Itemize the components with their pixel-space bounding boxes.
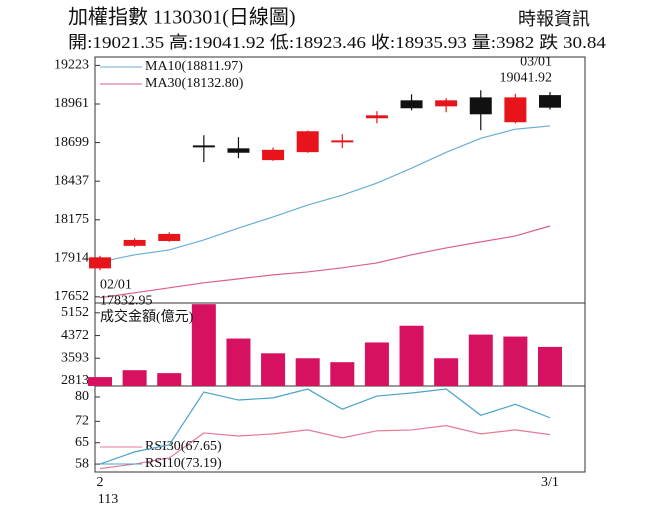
rsi-line (99, 388, 551, 465)
y-tick-label: 17652 (54, 289, 89, 304)
candle-body (539, 95, 561, 108)
y-tick-label: 58 (75, 456, 89, 471)
volume-bar (295, 358, 320, 386)
volume-bar (468, 334, 493, 386)
candle-body (262, 149, 285, 161)
legend-label: RSI10(73.19) (145, 456, 222, 471)
ma-line (99, 125, 551, 263)
candle-body (435, 100, 458, 107)
candle-body (365, 115, 388, 119)
candle-body (123, 239, 146, 246)
y-tick-label: 3593 (61, 350, 89, 365)
legend-label: MA10(18811.97) (145, 59, 243, 74)
y-tick-label: 18175 (54, 212, 89, 227)
annotation-value: 17832.95 (100, 293, 153, 308)
candle-body (192, 145, 215, 148)
y-tick-label: 18437 (54, 173, 89, 188)
y-tick-label: 19223 (54, 58, 89, 73)
candle-body (331, 140, 354, 143)
y-tick-label: 65 (75, 435, 89, 450)
candle-body (469, 97, 492, 115)
source: 時報資訊 (518, 9, 590, 29)
volume-bar (503, 336, 528, 386)
x-tick-label: 2 (97, 475, 104, 490)
y-tick-label: 17914 (54, 250, 89, 265)
candle-body (227, 148, 250, 153)
x-year-label: 113 (98, 492, 118, 507)
volume-bar (434, 358, 459, 386)
ma-line (99, 225, 551, 299)
candle-body (158, 233, 181, 241)
volume-bar (157, 373, 182, 386)
y-tick-label: 18699 (54, 135, 89, 150)
volume-bar (330, 362, 355, 386)
volume-bar (399, 325, 424, 386)
volume-bar (226, 338, 251, 386)
y-tick-label: 80 (75, 389, 89, 404)
x-tick-label: 3/1 (541, 475, 559, 490)
annotation-label: 03/01 (520, 54, 552, 69)
y-tick-label: 4372 (61, 328, 89, 343)
rsi-line (99, 425, 551, 470)
subtitle: 開:19021.35 高:19041.92 低:18923.46 收:18935… (68, 33, 607, 52)
legend-label: RSI30(67.65) (145, 439, 222, 454)
volume-bar (88, 377, 112, 386)
annotation-value: 19041.92 (500, 70, 553, 85)
candle-body (89, 257, 111, 269)
y-tick-label: 72 (75, 414, 89, 429)
volume-bar (122, 370, 147, 386)
volume-bar (538, 346, 562, 386)
annotation-label: 02/01 (100, 277, 132, 292)
y-tick-label: 18961 (54, 96, 89, 111)
volume-bar (364, 342, 389, 386)
legend-label: MA30(18132.80) (145, 76, 244, 91)
y-tick-label: 2813 (61, 373, 89, 388)
legend-label: 成交金額(億元) (100, 308, 194, 325)
candle-body (296, 131, 319, 153)
candle-body (504, 97, 527, 123)
candle-body (400, 100, 423, 109)
chart-title: 加權指數 1130301(日線圖) (68, 6, 296, 29)
volume-bar (191, 304, 216, 386)
volume-bar (261, 353, 286, 386)
y-tick-label: 5152 (61, 305, 89, 320)
